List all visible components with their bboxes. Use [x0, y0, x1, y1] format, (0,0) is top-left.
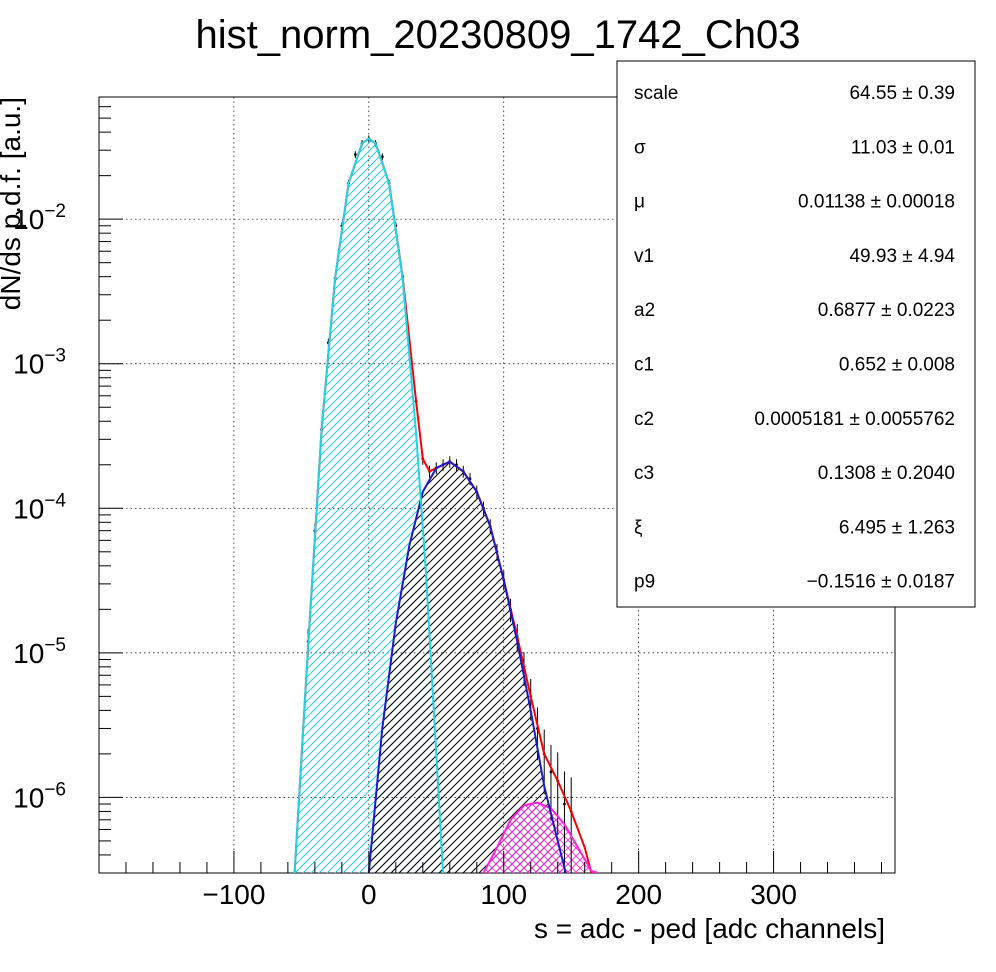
stats-param-value: 49.93 ± 4.94 [849, 246, 955, 267]
single-pe-fit-curve [367, 460, 567, 873]
y-tick-label: 10−3 [13, 346, 66, 380]
stats-param-name: v1 [634, 246, 654, 267]
stats-param-name: c2 [634, 409, 654, 430]
double-pe-fit-fill [483, 802, 599, 873]
stats-param-name: ξ [634, 517, 643, 538]
stats-param-value: 11.03 ± 0.01 [851, 137, 955, 158]
y-tick-label: 10−4 [13, 490, 66, 524]
stats-param-value: −0.1516 ± 0.0187 [807, 572, 955, 593]
data-point [380, 155, 384, 159]
data-point [563, 802, 566, 806]
x-tick-label: 300 [750, 879, 797, 910]
stats-param-name: scale [634, 83, 678, 104]
single-pe-fit-fill [368, 461, 566, 873]
double-pe-fit-curve [482, 801, 599, 873]
x-tick-label: 200 [615, 879, 662, 910]
y-tick-label: 10−2 [13, 201, 66, 235]
stats-param-name: μ [634, 192, 645, 213]
data-point [353, 153, 357, 156]
fit-stats-box: scale 64.55 ± 0.39 σ 11.03 ± 0.01 μ 0.01138 ±… [616, 60, 976, 608]
y-axis-title: dN/ds p.d.f. [a.u.] [0, 97, 26, 310]
y-tick-label: 10−6 [13, 779, 66, 813]
x-tick-label: 100 [480, 879, 527, 910]
y-tick-label: 10−5 [13, 635, 66, 669]
x-axis-title: s = adc - ped [adc channels] [534, 913, 885, 944]
stats-param-value: 0.6877 ± 0.0223 [818, 300, 955, 321]
x-tick-label: 0 [361, 879, 377, 910]
stats-param-value: 6.495 ± 1.263 [839, 517, 955, 538]
stats-param-name: σ [634, 137, 646, 158]
stats-param-value: 0.01138 ± 0.00018 [798, 192, 955, 213]
stats-param-name: p9 [634, 572, 655, 593]
stats-param-value: 0.1308 ± 0.2040 [818, 463, 955, 484]
stats-param-name: a2 [634, 300, 655, 321]
stats-box-frame [616, 60, 976, 608]
x-tick-label: −100 [202, 879, 265, 910]
stats-param-value: 0.0005181 ± 0.0055762 [754, 409, 955, 430]
stats-param-name: c3 [634, 463, 654, 484]
chart-title: hist_norm_20230809_1742_Ch03 [196, 13, 801, 57]
stats-param-value: 64.55 ± 0.39 [849, 83, 955, 104]
data-point [549, 770, 553, 774]
stats-param-value: 0.652 ± 0.008 [839, 355, 955, 376]
axis-ticks: −100 0 100 200 300 10−6 10−5 10−4 10−3 10−2 [13, 96, 883, 910]
pedestal-fit-curve [293, 137, 444, 873]
fit-curves [293, 137, 599, 873]
stats-param-name: c1 [634, 355, 654, 376]
